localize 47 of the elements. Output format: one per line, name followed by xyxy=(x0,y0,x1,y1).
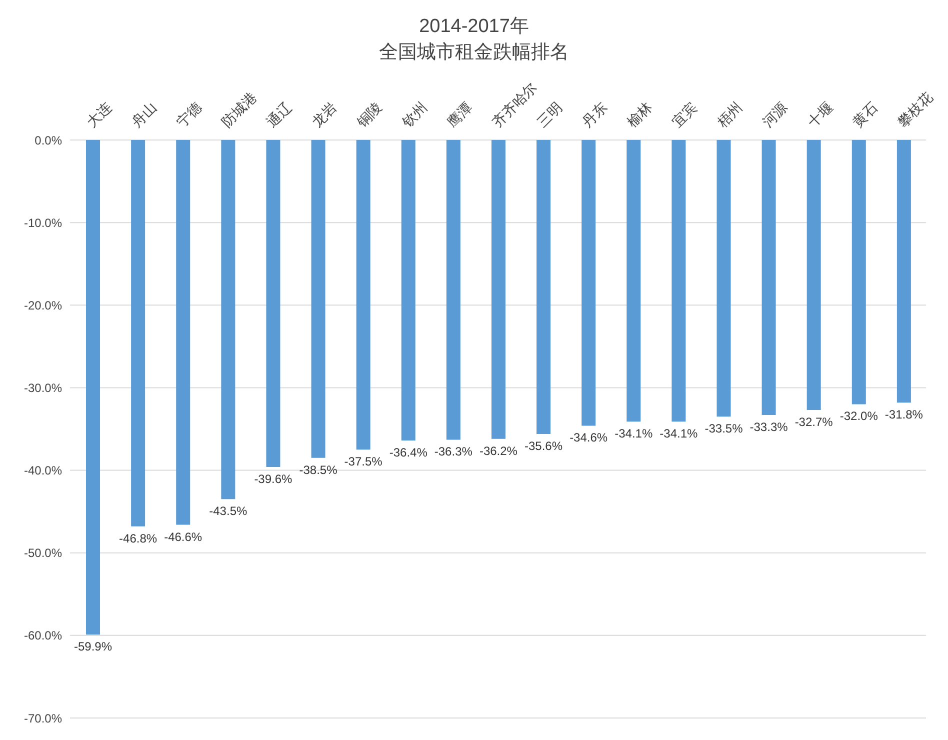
x-tick-label: 宜宾 xyxy=(669,99,700,130)
data-label: -32.0% xyxy=(840,409,878,424)
data-label: -38.5% xyxy=(299,462,338,477)
y-tick-label: 0.0% xyxy=(34,133,62,148)
data-label: -34.1% xyxy=(660,426,698,441)
x-tick-label: 丹东 xyxy=(578,99,610,130)
x-tick-label: 通辽 xyxy=(264,99,295,130)
x-tick-label: 梧州 xyxy=(713,99,746,131)
data-label: -59.9% xyxy=(74,640,112,654)
data-label: -37.5% xyxy=(344,454,383,469)
x-tick-label: 宁德 xyxy=(173,99,205,130)
data-label: -34.6% xyxy=(570,430,608,445)
x-tick-label: 鹰潭 xyxy=(444,99,475,130)
data-label: -46.8% xyxy=(119,531,158,546)
x-tick-label: 防城港 xyxy=(218,89,260,130)
data-label: -36.4% xyxy=(389,446,428,460)
data-label: -33.5% xyxy=(704,422,744,436)
y-tick-label: -20.0% xyxy=(24,298,62,312)
y-tick-label: -50.0% xyxy=(24,546,62,560)
y-tick-label: -60.0% xyxy=(24,628,62,643)
x-tick-label: 榆林 xyxy=(624,99,656,130)
x-tick-label: 十堰 xyxy=(804,99,836,130)
x-tick-label: 大连 xyxy=(83,99,114,130)
data-label: -31.8% xyxy=(884,408,924,422)
x-tick-label: 黄石 xyxy=(849,99,880,130)
data-label: -43.5% xyxy=(209,504,248,518)
x-tick-label: 河源 xyxy=(759,99,790,130)
y-tick-label: -70.0% xyxy=(24,711,62,726)
data-label: -33.3% xyxy=(750,420,788,434)
data-label: -36.2% xyxy=(479,444,518,458)
data-label: -36.3% xyxy=(434,444,473,459)
x-tick-label: 舟山 xyxy=(128,99,160,130)
x-tick-label: 三明 xyxy=(534,99,565,130)
data-label: -39.6% xyxy=(254,472,293,486)
data-label: -35.6% xyxy=(524,438,563,453)
x-tick-label: 钦州 xyxy=(398,99,430,131)
x-tick-label: 攀枝花 xyxy=(894,89,936,130)
x-tick-label: 铜陵 xyxy=(352,99,385,131)
chart-subtitle: 全国城市租金跌幅排名 xyxy=(378,41,570,65)
y-tick-label: -30.0% xyxy=(24,380,62,395)
data-label: -34.1% xyxy=(614,426,653,441)
data-label: -46.6% xyxy=(164,530,202,544)
y-tick-label: -10.0% xyxy=(24,216,62,230)
data-label: -32.7% xyxy=(794,415,834,430)
x-tick-label: 龙岩 xyxy=(308,99,340,130)
chart-title: 2014-2017年 xyxy=(418,15,530,39)
y-tick-label: -40.0% xyxy=(24,464,62,478)
